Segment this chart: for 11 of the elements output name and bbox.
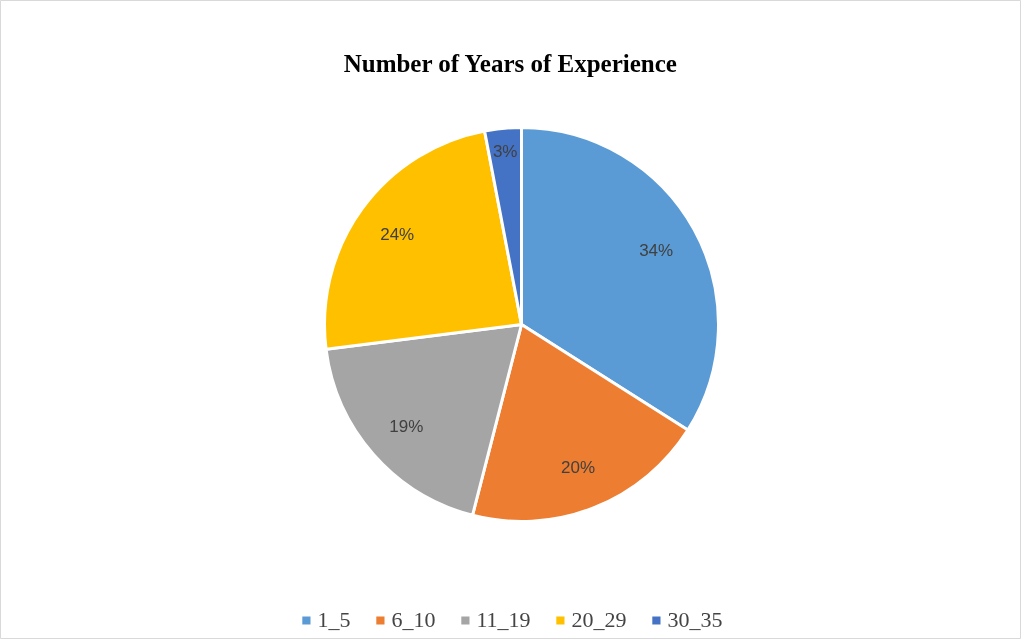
legend-label: 20_29 bbox=[571, 607, 627, 633]
data-label: 24% bbox=[380, 224, 415, 244]
data-label: 19% bbox=[389, 416, 424, 436]
chart-title: Number of Years of Experience bbox=[343, 50, 677, 77]
legend-label: 11_19 bbox=[476, 607, 531, 633]
legend-label: 6_10 bbox=[391, 607, 436, 633]
data-label: 3% bbox=[492, 142, 518, 162]
data-label: 20% bbox=[561, 457, 596, 477]
legend-label: 1_5 bbox=[317, 607, 351, 633]
data-label: 34% bbox=[639, 240, 674, 260]
legend-label: 30_35 bbox=[667, 607, 723, 633]
